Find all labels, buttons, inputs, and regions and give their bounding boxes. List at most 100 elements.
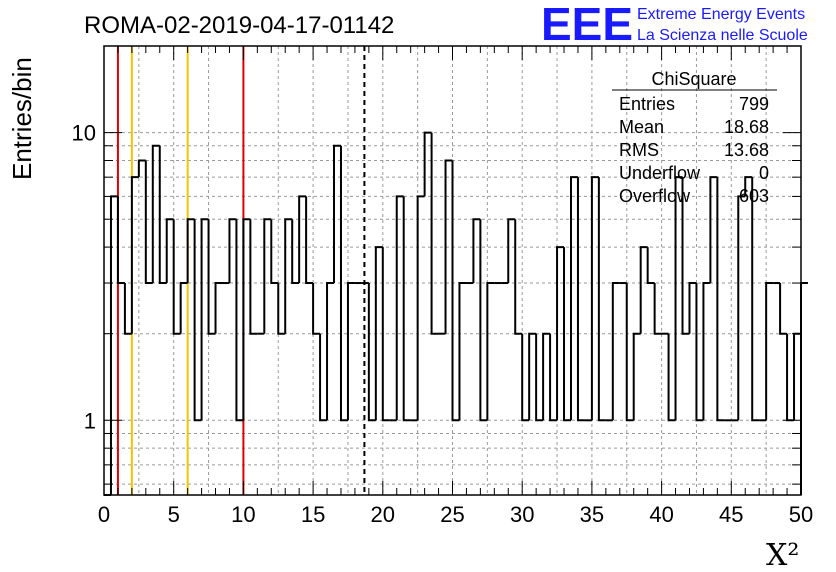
histogram-bin (786, 333, 795, 422)
histogram-bin (793, 332, 801, 421)
histogram-bin (319, 333, 328, 422)
histogram-bin (130, 176, 139, 334)
histogram-bin (116, 196, 125, 285)
histogram-bin (667, 333, 676, 422)
stats-title: ChiSquare (651, 69, 736, 89)
stats-value-overflow: 603 (739, 186, 769, 206)
stats-label-mean: Mean (619, 117, 664, 137)
histogram-bin (214, 282, 223, 334)
eee-logo: EEE Extreme Energy Events La Scienza nel… (541, 0, 808, 50)
histogram-bin (305, 196, 314, 285)
reference-lines (116, 46, 366, 495)
histogram-bin (123, 283, 132, 335)
histogram-bin (249, 219, 258, 335)
x-tick-label: 35 (580, 502, 604, 527)
histogram-bin (486, 282, 495, 421)
x-tick-label: 15 (301, 502, 325, 527)
histogram-bin (395, 195, 404, 421)
y-axis-label: Entries/bin (7, 57, 37, 180)
histogram-bin (521, 333, 530, 422)
histogram-bin (563, 247, 571, 422)
histogram-bin (681, 177, 690, 335)
histogram-bin (507, 218, 516, 284)
x-axis-label: X² (766, 538, 799, 572)
histogram-bin (569, 176, 578, 421)
histogram-bin (535, 333, 544, 422)
histogram-bin (416, 195, 425, 421)
histogram-bin (458, 282, 467, 421)
histogram-bin (695, 283, 704, 422)
histogram-bin (381, 247, 390, 422)
histogram-bin (611, 282, 620, 421)
x-tick-label: 30 (510, 502, 534, 527)
histogram-bin (109, 195, 118, 495)
histogram-bin (688, 282, 697, 334)
histogram-bin (137, 159, 146, 178)
histogram-bin (263, 218, 272, 334)
histogram-bin (179, 282, 188, 334)
histogram-bin (556, 246, 565, 421)
histogram-bin (158, 145, 167, 285)
histogram-bin (542, 332, 551, 421)
histogram-bin (374, 246, 383, 421)
histogram-bin (207, 219, 216, 335)
histogram-bin (186, 218, 195, 284)
stats-value-rms: 13.68 (724, 140, 769, 160)
histogram-bin (709, 176, 718, 284)
histogram-bin (235, 219, 244, 422)
chart-title: ROMA-02-2019-04-17-01142 (84, 12, 394, 39)
histogram-bin (270, 219, 279, 285)
x-tick-label: 25 (440, 502, 464, 527)
histogram-bin (646, 247, 655, 285)
histogram-bin (165, 218, 174, 284)
stats-box: ChiSquare Entries 799 Mean 18.68 RMS 13.… (612, 69, 777, 206)
histogram-bin (277, 283, 286, 335)
histogram-bin (291, 219, 300, 285)
histogram-bin (597, 177, 606, 422)
histogram-bin (576, 177, 585, 422)
histogram-bin (144, 160, 153, 285)
histogram-bin (284, 218, 293, 334)
histogram-bin (346, 282, 355, 421)
histogram-bin (242, 218, 251, 421)
histogram-bin (765, 282, 774, 421)
stats-label-overflow: Overflow (619, 186, 691, 206)
histogram-bin (451, 160, 460, 422)
histogram-bin (402, 196, 411, 422)
logo-mark: EEE (541, 0, 633, 50)
histogram-bin (367, 283, 376, 422)
stats-value-entries: 799 (739, 94, 769, 114)
histogram-bin (653, 283, 662, 335)
histogram-bin (228, 218, 237, 284)
histogram-bin (779, 283, 788, 335)
histogram-bin (549, 333, 558, 422)
histogram-bin (639, 246, 648, 334)
y-tick-label: 1 (84, 408, 96, 433)
x-tick-label: 0 (98, 502, 110, 527)
x-tick-label: 10 (231, 502, 255, 527)
histogram-bin (339, 145, 348, 422)
histogram-bin (298, 195, 307, 284)
histogram-bin (151, 144, 160, 284)
histogram-bin (444, 159, 453, 334)
histogram-bin (200, 218, 209, 421)
histogram-bin (479, 219, 488, 422)
histogram-bin (751, 177, 760, 422)
histogram-bin (674, 176, 683, 421)
x-tick-label: 40 (649, 502, 673, 527)
histogram-bin (430, 132, 439, 335)
histogram-bin (625, 283, 634, 422)
y-tick-label: 10 (72, 121, 96, 146)
x-tick-label: 20 (371, 502, 395, 527)
histogram-series (104, 131, 808, 496)
histogram-bin (172, 219, 181, 335)
stats-label-underflow: Underflow (619, 163, 701, 183)
histogram-bin (744, 176, 753, 197)
histogram-bin (423, 131, 432, 197)
stats-label-entries: Entries (619, 94, 675, 114)
logo-line-2: La Scienza nelle Scuole (637, 27, 808, 44)
histogram-bin (326, 282, 335, 421)
stats-value-mean: 18.68 (724, 117, 769, 137)
histogram-bin (333, 144, 341, 284)
